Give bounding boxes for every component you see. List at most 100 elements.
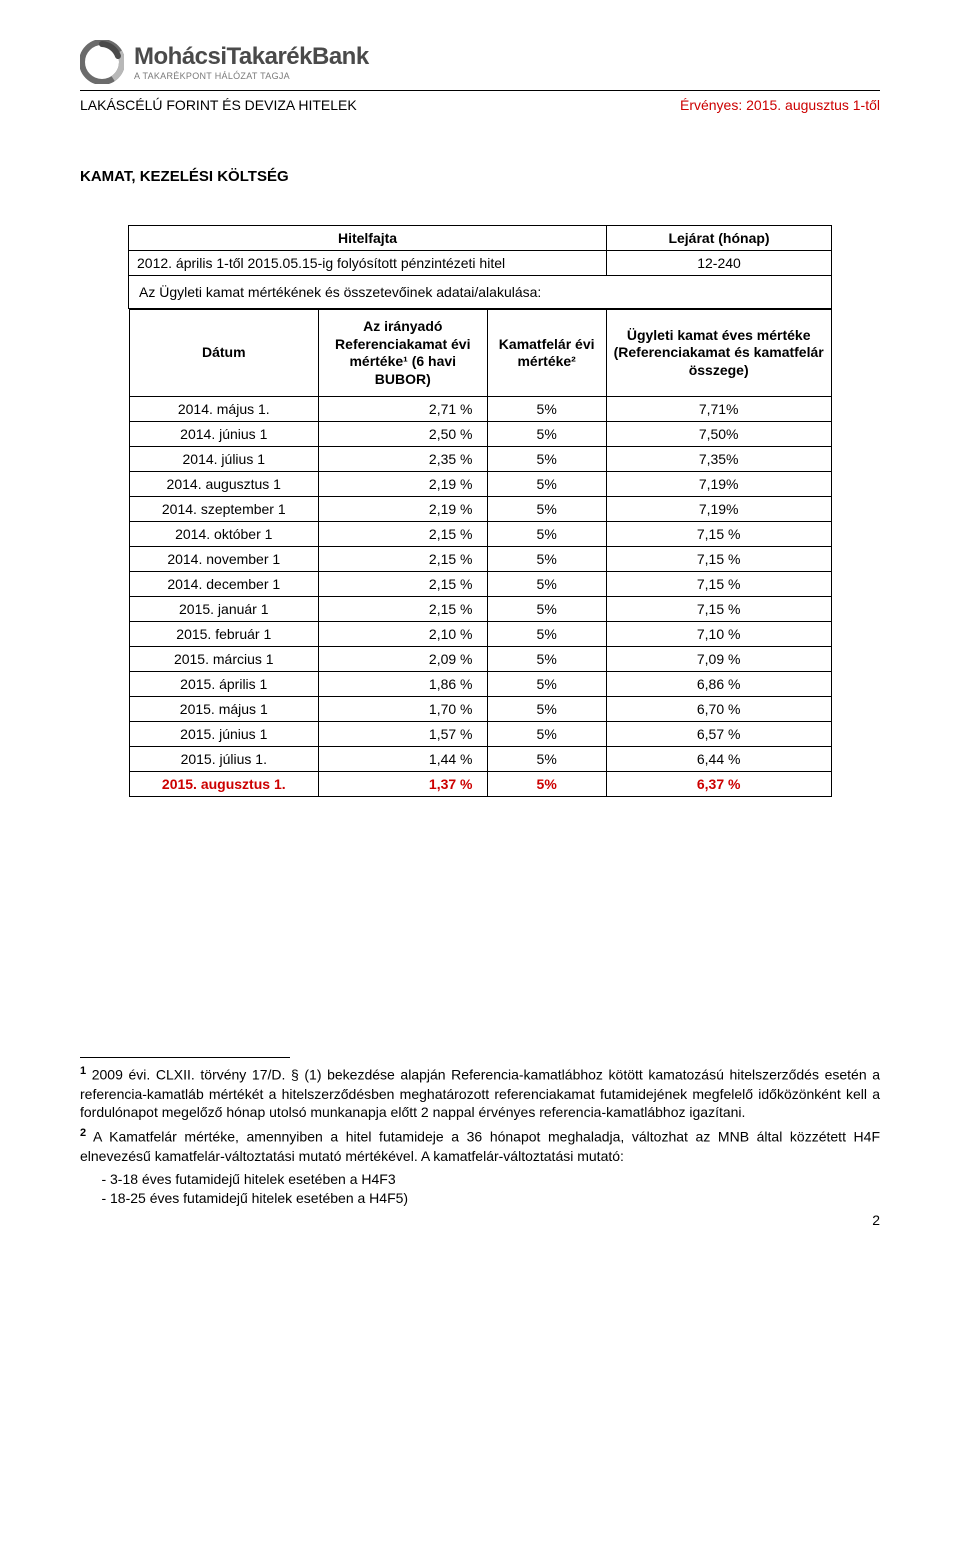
table-cell: 2015. január 1 <box>129 597 319 622</box>
table-cell: 2014. július 1 <box>129 447 319 472</box>
table-cell: 5% <box>487 497 606 522</box>
table-cell: 6,44 % <box>606 747 831 772</box>
logo-main-text: MohácsiTakarékBank <box>134 43 369 71</box>
table-cell: 2014. június 1 <box>129 422 319 447</box>
table-cell: 2015. június 1 <box>129 722 319 747</box>
table-row: 2014. augusztus 12,19 %5%7,19% <box>129 472 831 497</box>
table-row: 2015. augusztus 1.1,37 %5%6,37 % <box>129 772 831 797</box>
t2-header: Dátum <box>129 310 319 397</box>
table-cell: 5% <box>487 447 606 472</box>
footnote-2: 2 A Kamatfelár mértéke, amennyiben a hit… <box>80 1126 880 1165</box>
t2-header: Ügyleti kamat éves mértéke (Referenciaka… <box>606 310 831 397</box>
table-cell: 6,37 % <box>606 772 831 797</box>
table-cell: 5% <box>487 397 606 422</box>
header-rule <box>80 90 880 91</box>
table-cell: 2014. szeptember 1 <box>129 497 319 522</box>
table-cell: 7,50% <box>606 422 831 447</box>
table-cell: 2,09 % <box>319 647 487 672</box>
table-cell: 1,70 % <box>319 697 487 722</box>
table-row: 2014. július 12,35 %5%7,35% <box>129 447 831 472</box>
table-cell: 2,15 % <box>319 547 487 572</box>
table-cell: 5% <box>487 772 606 797</box>
footnote-1: 1 2009 évi. CLXII. törvény 17/D. § (1) b… <box>80 1064 880 1122</box>
subheader-right: Érvényes: 2015. augusztus 1-től <box>680 97 880 113</box>
table-cell: 5% <box>487 572 606 597</box>
hitelfajta-table: Hitelfajta Lejárat (hónap) 2012. április… <box>128 225 832 797</box>
table-cell: 2014. augusztus 1 <box>129 472 319 497</box>
table-cell: 5% <box>487 622 606 647</box>
table-cell: 6,86 % <box>606 672 831 697</box>
header: MohácsiTakarékBank A TAKARÉKPONT HÁLÓZAT… <box>80 40 880 84</box>
logo-sub-text: A TAKARÉKPONT HÁLÓZAT TAGJA <box>134 71 369 81</box>
table-cell: 7,15 % <box>606 547 831 572</box>
table-cell: 7,15 % <box>606 522 831 547</box>
t1-header-hitelfajta: Hitelfajta <box>129 226 607 251</box>
table-cell: 2015. május 1 <box>129 697 319 722</box>
rates-table: DátumAz irányadó Referenciakamat évi mér… <box>129 309 832 797</box>
table-cell: 7,71% <box>606 397 831 422</box>
table-cell: 5% <box>487 472 606 497</box>
table-cell: 2,15 % <box>319 572 487 597</box>
table-cell: 7,15 % <box>606 597 831 622</box>
table-cell: 1,37 % <box>319 772 487 797</box>
t2-header: Kamatfelár évi mértéke² <box>487 310 606 397</box>
table-cell: 6,57 % <box>606 722 831 747</box>
table-cell: 2014. október 1 <box>129 522 319 547</box>
table-cell: 2014. május 1. <box>129 397 319 422</box>
t2-header: Az irányadó Referenciakamat évi mértéke¹… <box>319 310 487 397</box>
t1-cell-lejarat: 12-240 <box>607 251 832 276</box>
table-cell: 2,19 % <box>319 472 487 497</box>
table-cell: 2014. november 1 <box>129 547 319 572</box>
table-cell: 2015. július 1. <box>129 747 319 772</box>
table-row: 2014. november 12,15 %5%7,15 % <box>129 547 831 572</box>
table-cell: 7,10 % <box>606 622 831 647</box>
table-row: 2015. május 11,70 %5%6,70 % <box>129 697 831 722</box>
footnote-2-list: 3-18 éves futamidejű hitelek esetében a … <box>110 1170 880 1208</box>
table-cell: 5% <box>487 672 606 697</box>
table-row: 2014. október 12,15 %5%7,15 % <box>129 522 831 547</box>
section-title: KAMAT, KEZELÉSI KÖLTSÉG <box>80 168 880 185</box>
table-cell: 5% <box>487 697 606 722</box>
table-cell: 2,10 % <box>319 622 487 647</box>
subheader: LAKÁSCÉLÚ FORINT ÉS DEVIZA HITELEK Érvén… <box>80 97 880 113</box>
table-row: 2014. június 12,50 %5%7,50% <box>129 422 831 447</box>
footnote-2-item: 3-18 éves futamidejű hitelek esetében a … <box>110 1170 880 1189</box>
footnotes: 1 2009 évi. CLXII. törvény 17/D. § (1) b… <box>80 1057 880 1208</box>
table-row: 2014. május 1.2,71 %5%7,71% <box>129 397 831 422</box>
table-row: 2015. január 12,15 %5%7,15 % <box>129 597 831 622</box>
table-cell: 6,70 % <box>606 697 831 722</box>
t1-meta: Az Ügyleti kamat mértékének és összetevő… <box>129 276 832 309</box>
table-cell: 5% <box>487 522 606 547</box>
table-cell: 1,57 % <box>319 722 487 747</box>
table-cell: 2015. február 1 <box>129 622 319 647</box>
table-cell: 7,35% <box>606 447 831 472</box>
subheader-left: LAKÁSCÉLÚ FORINT ÉS DEVIZA HITELEK <box>80 97 357 113</box>
table-row: 2015. április 11,86 %5%6,86 % <box>129 672 831 697</box>
footnote-rule <box>80 1057 290 1058</box>
table-cell: 1,44 % <box>319 747 487 772</box>
footnote-2-item: 18-25 éves futamidejű hitelek esetében a… <box>110 1189 880 1208</box>
table-cell: 7,09 % <box>606 647 831 672</box>
t1-cell-hitelfajta: 2012. április 1-től 2015.05.15-ig folyós… <box>129 251 607 276</box>
table-cell: 5% <box>487 722 606 747</box>
table-cell: 2,19 % <box>319 497 487 522</box>
table-row: 2015. március 12,09 %5%7,09 % <box>129 647 831 672</box>
table-cell: 7,19% <box>606 472 831 497</box>
logo-icon <box>80 40 124 84</box>
table-row: 2015. június 11,57 %5%6,57 % <box>129 722 831 747</box>
t1-header-lejarat: Lejárat (hónap) <box>607 226 832 251</box>
table-cell: 7,19% <box>606 497 831 522</box>
table-row: 2014. december 12,15 %5%7,15 % <box>129 572 831 597</box>
table-cell: 2015. március 1 <box>129 647 319 672</box>
table-cell: 5% <box>487 422 606 447</box>
page-number: 2 <box>80 1212 880 1228</box>
table-cell: 2,15 % <box>319 597 487 622</box>
table-cell: 2015. augusztus 1. <box>129 772 319 797</box>
table-cell: 5% <box>487 597 606 622</box>
table-cell: 2,35 % <box>319 447 487 472</box>
table-cell: 2014. december 1 <box>129 572 319 597</box>
table-cell: 2,50 % <box>319 422 487 447</box>
table-cell: 5% <box>487 647 606 672</box>
table-cell: 2,71 % <box>319 397 487 422</box>
table-cell: 5% <box>487 747 606 772</box>
